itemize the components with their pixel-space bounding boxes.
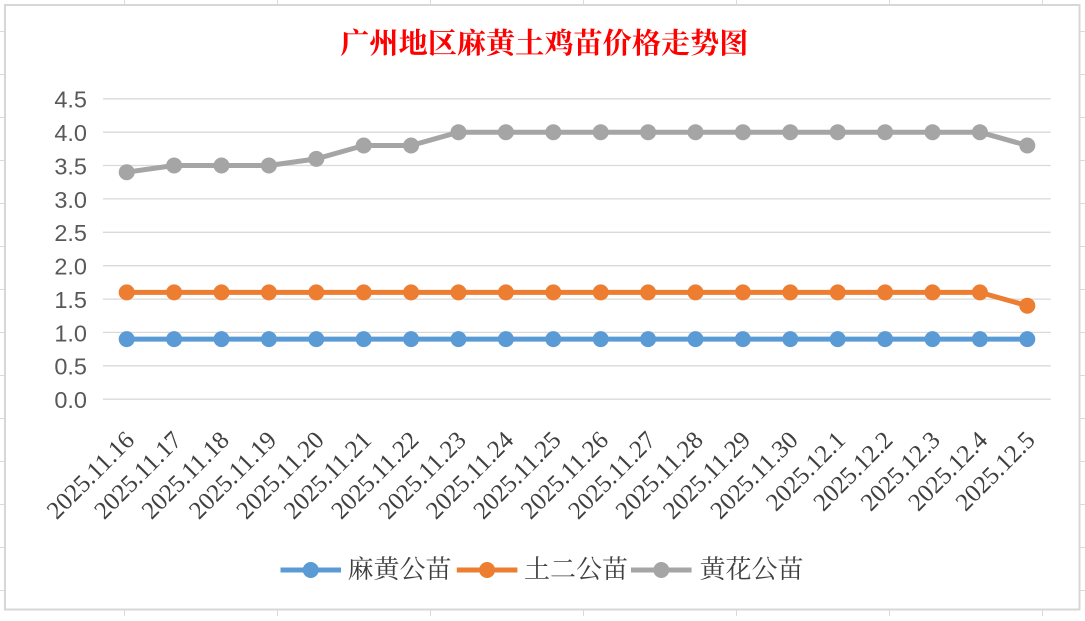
svg-text:3.0: 3.0: [54, 187, 87, 213]
svg-text:4.0: 4.0: [54, 120, 87, 146]
svg-text:0.0: 0.0: [54, 387, 87, 413]
svg-text:4.5: 4.5: [54, 87, 87, 113]
svg-text:2.5: 2.5: [54, 220, 87, 246]
svg-text:2.0: 2.0: [54, 254, 87, 280]
svg-text:1.5: 1.5: [54, 287, 87, 313]
svg-text:3.5: 3.5: [54, 153, 87, 179]
svg-text:1.0: 1.0: [54, 320, 87, 346]
svg-text:0.5: 0.5: [54, 354, 87, 380]
